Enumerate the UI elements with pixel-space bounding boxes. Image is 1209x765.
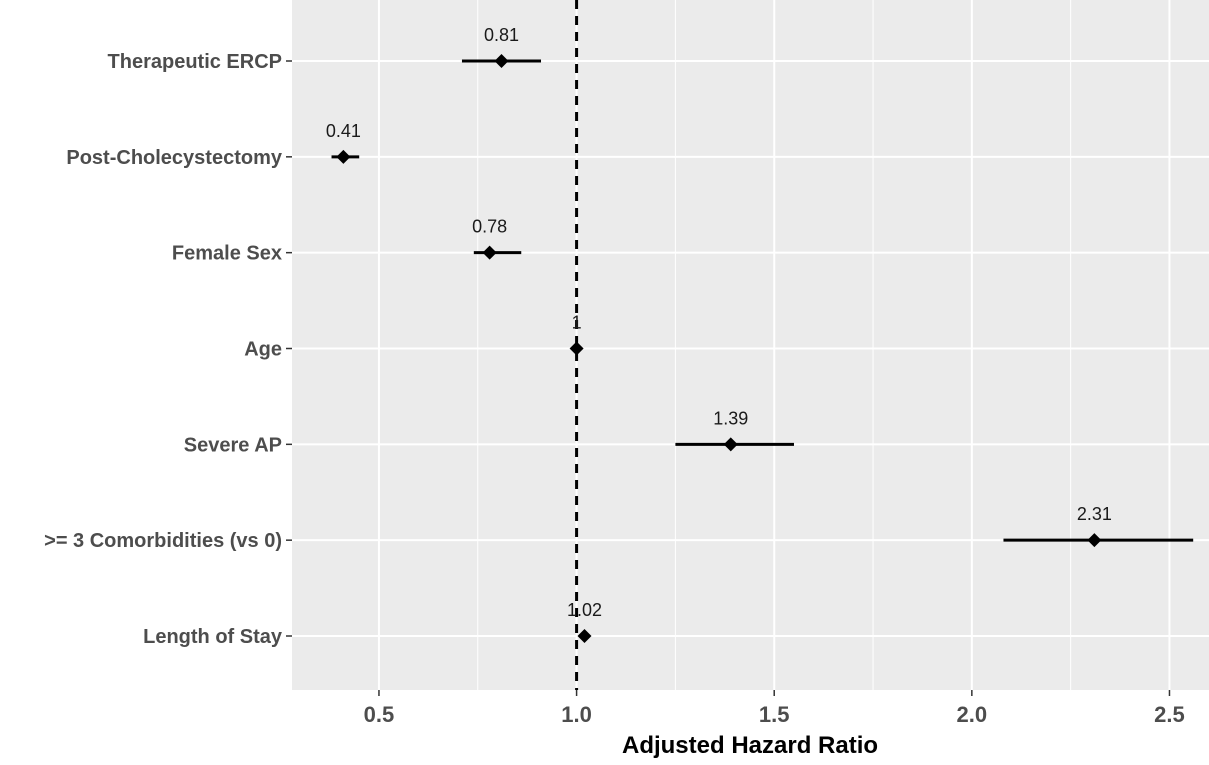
data-label: 1.02 <box>567 600 602 620</box>
chart-marks: 0.81 0.41 0.78 1 1.39 2.31 1.02 <box>326 25 1194 643</box>
minor-gridlines <box>477 0 1072 690</box>
estimate-point <box>569 341 584 356</box>
y-tick-label: Female Sex <box>172 243 282 265</box>
estimate-point <box>494 54 509 68</box>
estimate-point <box>336 149 351 164</box>
y-tick-label: Length of Stay <box>143 626 283 648</box>
x-axis-ticks: 0.5 1.0 1.5 2.0 2.5 <box>364 690 1185 727</box>
estimate-point <box>1087 533 1102 548</box>
data-label: 2.31 <box>1077 504 1112 524</box>
y-tick-label: >= 3 Comorbidities (vs 0) <box>44 530 282 552</box>
estimate-point <box>577 629 592 643</box>
x-axis-title: Adjusted Hazard Ratio <box>622 732 878 759</box>
data-label: 0.81 <box>484 25 519 45</box>
y-tick-label: Severe AP <box>184 434 282 456</box>
estimate-point <box>482 245 497 260</box>
y-axis-labels: Therapeutic ERCP Post-Cholecystectomy Fema… <box>44 51 292 648</box>
y-tick-label: Therapeutic ERCP <box>108 51 282 73</box>
x-tick-label: 2.0 <box>957 702 988 727</box>
data-label: 1.39 <box>713 408 748 428</box>
data-label: 0.41 <box>326 121 361 141</box>
x-tick-label: 1.5 <box>759 702 790 727</box>
x-tick-label: 1.0 <box>561 702 592 727</box>
y-tick-label: Post-Cholecystectomy <box>66 147 282 169</box>
y-tick-label: Age <box>244 339 282 361</box>
data-label: 0.78 <box>472 217 507 237</box>
x-tick-label: 0.5 <box>364 702 395 727</box>
estimate-point <box>723 437 738 452</box>
plot-panel <box>292 0 1209 690</box>
data-label: 1 <box>572 313 582 333</box>
x-tick-label: 2.5 <box>1154 702 1185 727</box>
